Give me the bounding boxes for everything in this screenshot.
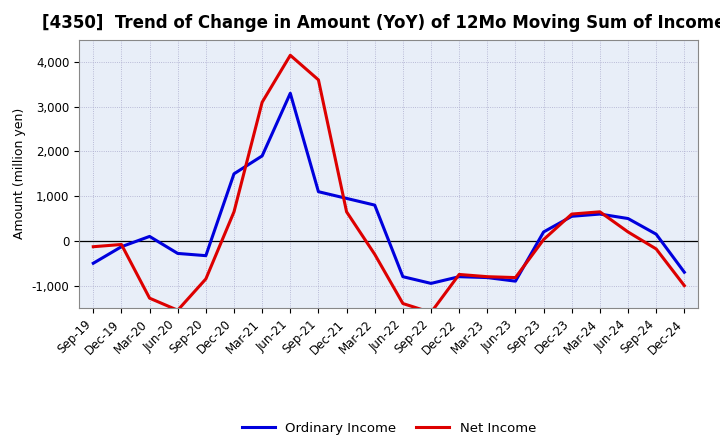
Ordinary Income <box>624 216 632 221</box>
Net Income <box>680 283 688 288</box>
Ordinary Income <box>511 279 520 284</box>
Ordinary Income <box>539 229 548 235</box>
Net Income <box>258 99 266 105</box>
Title: [4350]  Trend of Change in Amount (YoY) of 12Mo Moving Sum of Incomes: [4350] Trend of Change in Amount (YoY) o… <box>42 15 720 33</box>
Line: Ordinary Income: Ordinary Income <box>94 93 684 283</box>
Net Income <box>624 229 632 235</box>
Net Income <box>314 77 323 82</box>
Legend: Ordinary Income, Net Income: Ordinary Income, Net Income <box>236 417 541 440</box>
Net Income <box>483 274 492 279</box>
Net Income <box>174 308 182 313</box>
Net Income <box>202 276 210 282</box>
Ordinary Income <box>427 281 436 286</box>
Ordinary Income <box>399 274 408 279</box>
Net Income <box>370 252 379 257</box>
Ordinary Income <box>286 91 294 96</box>
Ordinary Income <box>230 171 238 176</box>
Ordinary Income <box>202 253 210 258</box>
Ordinary Income <box>567 214 576 219</box>
Ordinary Income <box>652 231 660 237</box>
Net Income <box>511 275 520 280</box>
Line: Net Income: Net Income <box>94 55 684 312</box>
Net Income <box>230 209 238 214</box>
Ordinary Income <box>483 275 492 280</box>
Net Income <box>455 272 464 277</box>
Ordinary Income <box>89 260 98 266</box>
Net Income <box>117 242 126 247</box>
Net Income <box>652 246 660 252</box>
Ordinary Income <box>342 196 351 201</box>
Y-axis label: Amount (million yen): Amount (million yen) <box>13 108 26 239</box>
Net Income <box>342 209 351 214</box>
Net Income <box>567 211 576 216</box>
Ordinary Income <box>314 189 323 194</box>
Net Income <box>595 209 604 214</box>
Ordinary Income <box>680 270 688 275</box>
Ordinary Income <box>145 234 154 239</box>
Ordinary Income <box>370 202 379 208</box>
Net Income <box>145 296 154 301</box>
Ordinary Income <box>258 153 266 158</box>
Ordinary Income <box>455 274 464 279</box>
Net Income <box>399 301 408 306</box>
Net Income <box>89 244 98 249</box>
Net Income <box>427 310 436 315</box>
Net Income <box>286 53 294 58</box>
Net Income <box>539 237 548 242</box>
Ordinary Income <box>595 211 604 216</box>
Ordinary Income <box>174 251 182 256</box>
Ordinary Income <box>117 244 126 249</box>
